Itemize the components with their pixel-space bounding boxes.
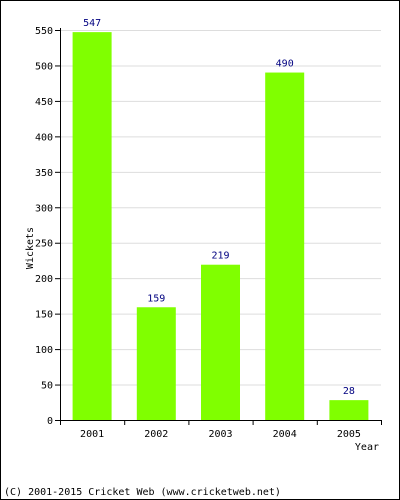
data-label: 490: [276, 59, 294, 70]
y-tick-label: 400: [35, 132, 53, 143]
x-tick-label: 2003: [208, 429, 232, 440]
x-tick-label: 2002: [144, 429, 168, 440]
y-tick-label: 500: [35, 61, 53, 72]
data-label: 219: [211, 251, 229, 262]
y-tick-label: 50: [41, 381, 53, 392]
x-tick-label: 2005: [337, 429, 361, 440]
x-axis-label: Year: [355, 442, 379, 453]
bar: [136, 307, 176, 420]
y-axis-label: Wickets: [25, 227, 36, 269]
y-tick-labels: 0 50 100 150 200 250 300 350 400 450 500 550: [35, 26, 53, 427]
gridlines: [60, 30, 381, 386]
data-label: 28: [343, 386, 355, 397]
bars: [72, 32, 369, 421]
data-label: 159: [147, 293, 165, 304]
copyright-footer: (C) 2001-2015 Cricket Web (www.cricketwe…: [4, 487, 281, 498]
y-tick-label: 450: [35, 97, 53, 108]
y-tick-label: 550: [35, 26, 53, 37]
x-tick-label: 2004: [273, 429, 297, 440]
axes: [55, 28, 382, 425]
y-tick-label: 350: [35, 168, 53, 179]
y-tick-label: 0: [47, 416, 53, 427]
y-tick-label: 200: [35, 274, 53, 285]
bar: [265, 72, 305, 420]
bar: [72, 32, 112, 421]
y-tick-label: 300: [35, 203, 53, 214]
x-tick-label: 2001: [80, 429, 104, 440]
x-tick-labels: 2001 2002 2003 2004 2005: [80, 429, 361, 440]
value-labels: 547 159 219 490 28: [83, 18, 355, 397]
y-tick-label: 100: [35, 345, 53, 356]
y-tick-label: 150: [35, 310, 53, 321]
bar: [329, 400, 369, 420]
data-label: 547: [83, 18, 101, 29]
y-tick-label: 250: [35, 239, 53, 250]
bar: [201, 264, 240, 420]
